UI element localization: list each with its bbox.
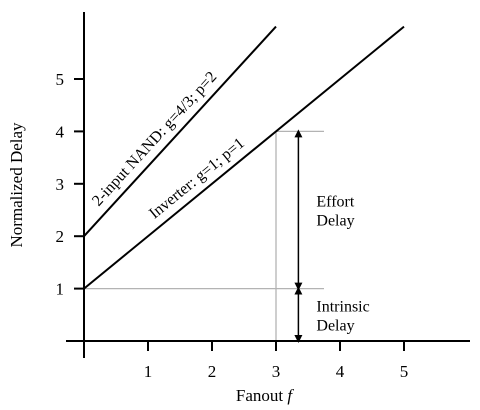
- annotation-intrinsic-line-1: Delay: [316, 317, 354, 334]
- y-tick-label: 5: [56, 70, 65, 89]
- y-tick-label: 1: [56, 280, 65, 299]
- series-label-inverter: Inverter: g=1; p=1: [146, 135, 248, 223]
- y-tick-label: 2: [56, 227, 65, 246]
- series-label-nand: 2-input NAND: g=4/3; p=2: [89, 68, 220, 209]
- annotation-intrinsic-line-0: Intrinsic: [316, 298, 369, 315]
- x-axis-label-text: Fanout: [236, 386, 287, 405]
- series-line-inverter: [83, 25, 405, 290]
- x-tick-label: 5: [400, 362, 409, 381]
- labels: 1 2 3 4 5 1 2 3 4 5 Fanout f Normalized Delay 2-inpu…: [7, 68, 408, 405]
- y-tick-label: 3: [56, 175, 65, 194]
- x-axis-label: Fanout f: [236, 386, 294, 405]
- annotation-effort-line-1: Delay: [316, 213, 354, 230]
- x-axis-label-var: f: [287, 386, 294, 405]
- x-tick-label: 4: [336, 362, 345, 381]
- axes: [66, 12, 470, 358]
- y-tick-label: 4: [56, 122, 65, 141]
- x-tick-label: 2: [208, 362, 217, 381]
- annotation-effort-line-0: Effort: [316, 194, 354, 211]
- x-tick-label: 1: [144, 362, 153, 381]
- x-tick-label: 3: [272, 362, 281, 381]
- series-lines: [83, 25, 405, 290]
- series-line-nand: [83, 25, 277, 237]
- y-axis-label: Normalized Delay: [7, 122, 26, 248]
